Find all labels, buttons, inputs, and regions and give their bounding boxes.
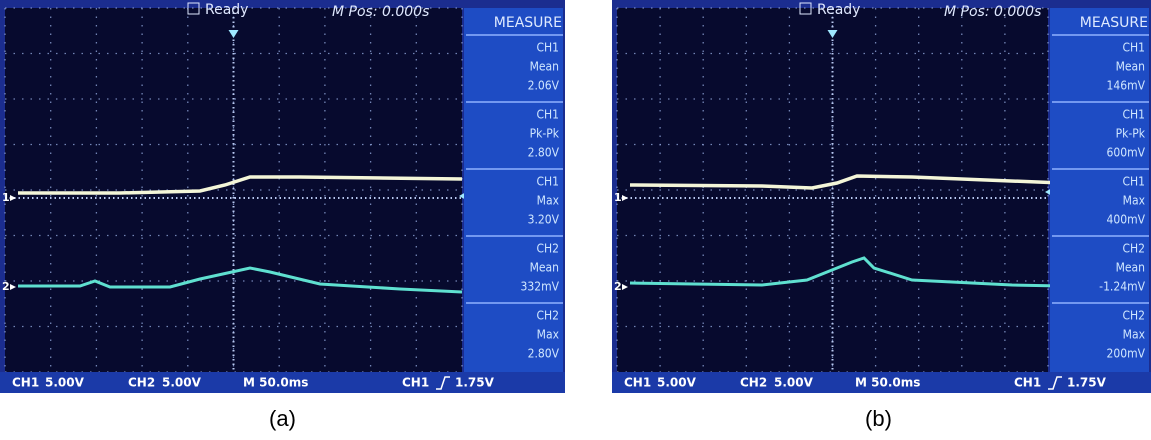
footer-ch1: CH1: [12, 376, 39, 390]
measure-value: 600mV: [1106, 146, 1145, 160]
measure-channel: CH1: [1122, 108, 1145, 122]
footer-ch2: CH2: [128, 376, 155, 390]
footer-time: M 50.0ms: [855, 376, 920, 390]
footer-ch1: CH1: [624, 376, 651, 390]
measure-channel: CH2: [536, 242, 559, 256]
measure-label: Max: [537, 328, 560, 342]
measure-title: MEASURE: [494, 15, 562, 31]
footer-ch2-scale: 5.00V: [162, 376, 202, 390]
measure-label: Max: [537, 194, 560, 208]
measure-value: 2.80V: [528, 347, 560, 361]
measure-channel: CH1: [536, 175, 559, 189]
channel-marker: 1: [2, 191, 10, 204]
measure-channel: CH2: [536, 309, 559, 323]
measure-value: 2.80V: [528, 146, 560, 160]
trigger-level: 1.75V: [1067, 376, 1107, 390]
measure-value: -1.24mV: [1099, 280, 1145, 294]
channel-marker: 1: [614, 191, 622, 204]
position: M Pos: 0.000s: [332, 4, 429, 20]
measure-channel: CH1: [1122, 175, 1145, 189]
footer-time: M 50.0ms: [243, 376, 308, 390]
measure-value: 2.06V: [528, 79, 560, 93]
status: Ready: [205, 2, 248, 18]
page: 1 2 Ready M Pos: 0.000s MEASURE CH1 Mean 2.06V C…: [0, 0, 1151, 436]
footer-ch1-scale: 5.00V: [45, 376, 85, 390]
trigger-source: CH1: [1014, 376, 1041, 390]
caption: (b): [865, 406, 892, 431]
measure-channel: CH2: [1122, 309, 1145, 323]
footer-ch2-scale: 5.00V: [774, 376, 814, 390]
caption: (a): [269, 406, 296, 431]
measure-channel: CH1: [1122, 41, 1145, 55]
channel-marker: 2: [614, 280, 622, 293]
figure: 1 2 Ready M Pos: 0.000s MEASURE CH1 Mean 2.06V C…: [0, 0, 1151, 436]
measure-label: Mean: [530, 60, 559, 74]
measure-value: 332mV: [520, 280, 559, 294]
measure-label: Mean: [1116, 60, 1145, 74]
scope-panel: 1 2 Ready M Pos: 0.000s MEASURE CH1 Mean 2.06V C…: [0, 0, 565, 431]
measure-value: 146mV: [1106, 79, 1145, 93]
measure-title: MEASURE: [1080, 15, 1148, 31]
measure-label: Max: [1123, 328, 1146, 342]
measure-label: Pk-Pk: [530, 127, 560, 141]
trigger-source: CH1: [402, 376, 429, 390]
measure-channel: CH1: [536, 108, 559, 122]
measure-label: Pk-Pk: [1116, 127, 1146, 141]
measure-value: 400mV: [1106, 213, 1145, 227]
footer-ch1-scale: 5.00V: [657, 376, 697, 390]
measure-value: 200mV: [1106, 347, 1145, 361]
measure-label: Max: [1123, 194, 1146, 208]
footer-ch2: CH2: [740, 376, 767, 390]
channel-marker: 2: [2, 280, 10, 293]
measure-channel: CH1: [536, 41, 559, 55]
measure-value: 3.20V: [528, 213, 560, 227]
measure-label: Mean: [1116, 261, 1145, 275]
measure-channel: CH2: [1122, 242, 1145, 256]
scope-panel: 1 2 Ready M Pos: 0.000s MEASURE CH1 Mean 146mV C…: [612, 0, 1151, 431]
position: M Pos: 0.000s: [944, 4, 1041, 20]
status: Ready: [817, 2, 860, 18]
measure-label: Mean: [530, 261, 559, 275]
trigger-level: 1.75V: [455, 376, 495, 390]
